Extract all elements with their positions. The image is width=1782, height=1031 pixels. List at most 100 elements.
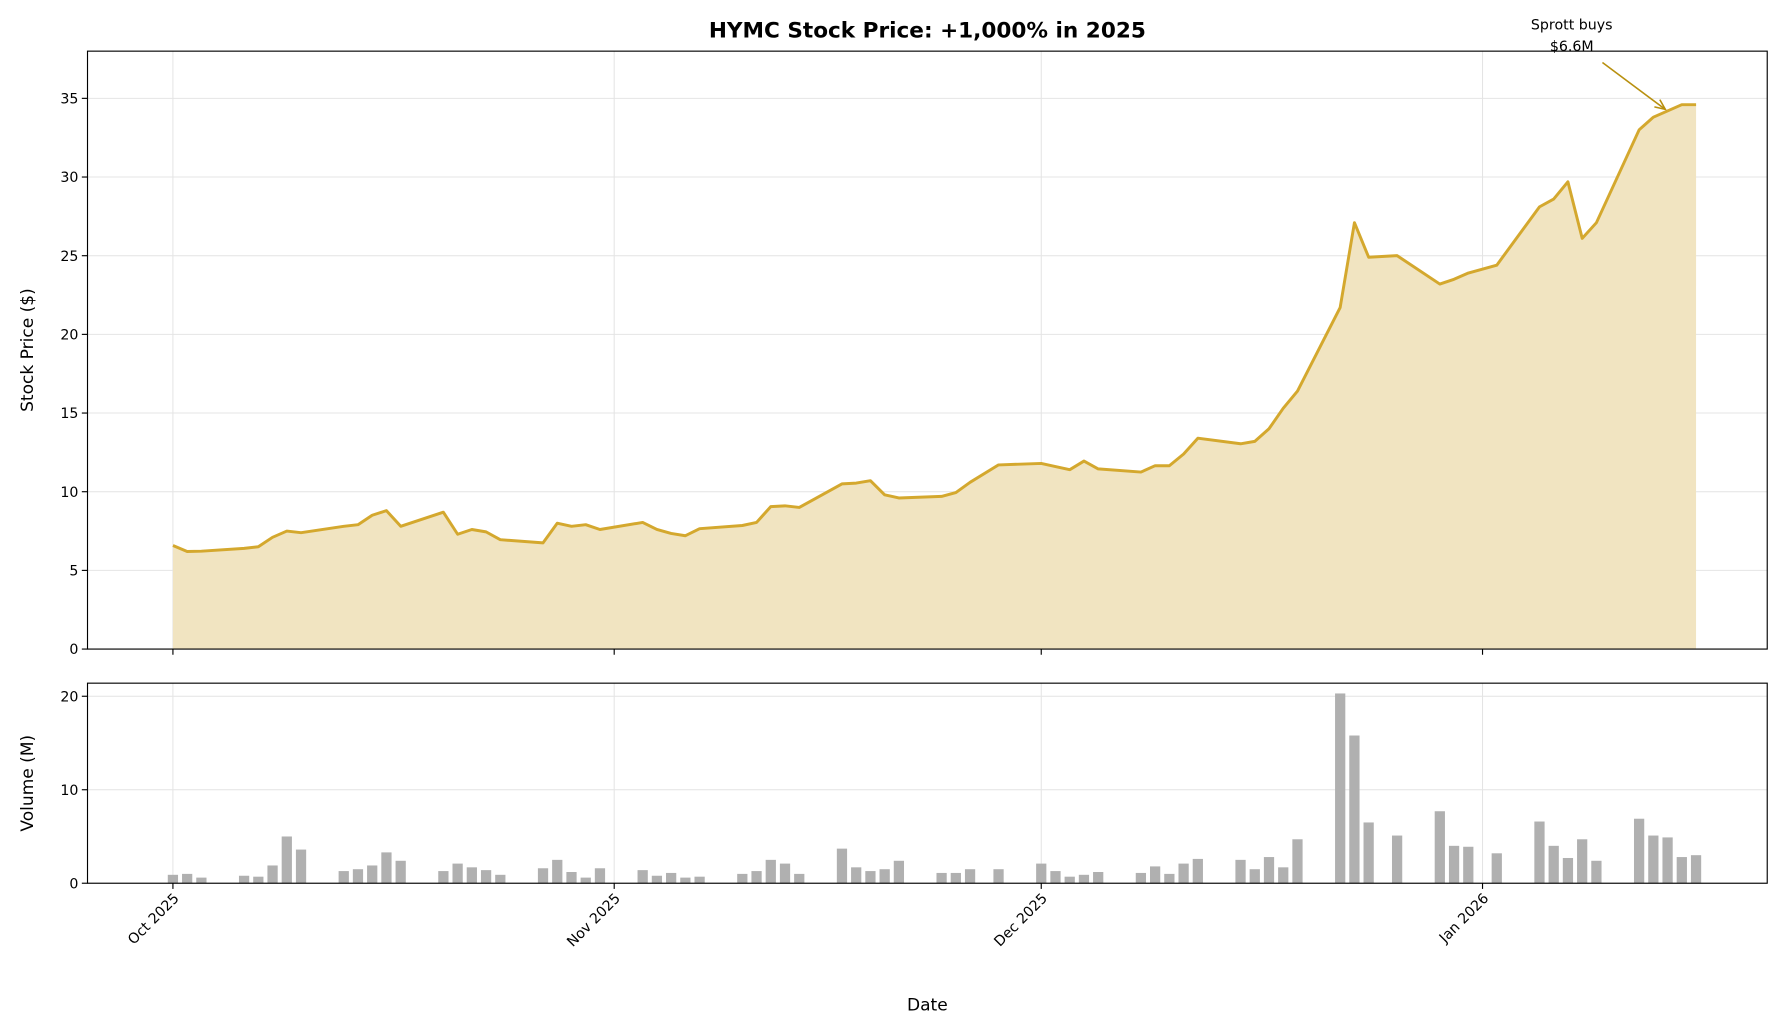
volume-bar — [1363, 822, 1374, 884]
price-y-label: Stock Price ($) — [18, 288, 38, 412]
volume-bar — [580, 877, 591, 884]
volume-bar — [466, 867, 477, 884]
volume-bar — [253, 876, 264, 884]
volume-bar — [281, 836, 292, 884]
volume-bar — [794, 873, 805, 884]
price-y-tick-label: 10 — [60, 485, 78, 501]
price-line — [172, 103, 1697, 554]
volume-bar — [1349, 735, 1360, 884]
volume-bar — [352, 869, 364, 884]
volume-bar — [765, 859, 776, 884]
price-y-tick-label: 30 — [60, 170, 78, 186]
volume-axes — [86, 682, 1768, 884]
volume-bar — [1064, 876, 1075, 884]
volume-bar — [495, 874, 506, 884]
volume-bar — [1335, 693, 1346, 884]
volume-bar — [779, 863, 791, 884]
volume-bar — [566, 872, 577, 884]
annotation: Sprott buys $6.6M — [1531, 18, 1667, 111]
volume-bar — [950, 872, 961, 884]
volume-bar — [1235, 859, 1246, 884]
volume-bar — [1434, 811, 1445, 884]
volume-y-tick-label: 20 — [60, 689, 78, 705]
volume-bar — [1150, 866, 1161, 884]
x-axis-label: Date — [907, 996, 948, 1016]
x-tick-label: Nov 2025 — [564, 891, 624, 951]
price-y-tick-label: 25 — [60, 249, 78, 265]
price-y-tick-label: 15 — [60, 406, 78, 422]
volume-bar — [1249, 869, 1260, 884]
volume-bar — [1448, 845, 1460, 884]
volume-bar — [1178, 863, 1189, 884]
volume-bar — [452, 863, 463, 884]
volume-bar — [1562, 857, 1574, 884]
volume-bar — [993, 869, 1004, 884]
volume-bar — [395, 860, 406, 884]
volume-bar — [338, 871, 349, 884]
x-tick-label: Jan 2026 — [1436, 891, 1492, 947]
annotation-line2: $6.6M — [1550, 39, 1594, 55]
volume-bar — [637, 870, 648, 884]
volume-bar — [182, 873, 193, 884]
volume-bar — [1078, 874, 1090, 884]
volume-bar — [1534, 821, 1545, 884]
volume-bar — [295, 849, 307, 884]
volume-bar — [737, 873, 748, 884]
x-tick-label: Dec 2025 — [991, 891, 1050, 950]
volume-bar — [836, 848, 848, 884]
volume-bar — [1036, 863, 1047, 884]
annotation-line1: Sprott buys — [1531, 18, 1613, 34]
volume-y-tick-label: 10 — [60, 783, 78, 799]
volume-bar — [1263, 857, 1275, 884]
annotation-arrow — [1601, 61, 1666, 111]
volume-bar — [367, 865, 378, 884]
price-y-tick-label: 35 — [60, 91, 78, 107]
volume-bar — [267, 865, 278, 884]
volume-bar — [893, 860, 905, 884]
annotation-arrowhead — [1654, 99, 1667, 111]
price-y-tick-label: 20 — [60, 327, 78, 343]
volume-bar — [1591, 860, 1602, 884]
volume-bar — [196, 877, 207, 884]
volume-bar — [1391, 835, 1403, 884]
volume-bar — [1093, 872, 1104, 884]
volume-bar — [480, 870, 492, 884]
volume-bar — [964, 869, 976, 884]
volume-bar — [1192, 858, 1203, 884]
volume-bar — [1690, 855, 1702, 884]
volume-bar — [1491, 853, 1502, 884]
volume-bar — [438, 871, 449, 884]
volume-bar — [694, 876, 705, 884]
volume-bar — [1164, 873, 1175, 884]
volume-bar — [381, 852, 392, 884]
volume-bar — [879, 869, 890, 884]
chart-title: HYMC Stock Price: +1,000% in 2025 — [709, 19, 1146, 44]
volume-bar — [1676, 857, 1687, 884]
volume-bar — [594, 868, 606, 884]
volume-bar — [936, 872, 947, 884]
volume-y-label: Volume (M) — [18, 735, 38, 832]
volume-bar — [1135, 872, 1147, 884]
volume-y-tick-label: 0 — [69, 876, 78, 892]
price-axes — [86, 50, 1768, 650]
volume-bar — [238, 875, 250, 884]
volume-bar — [1292, 839, 1303, 884]
price-area-fill — [172, 104, 1697, 650]
volume-bar — [680, 877, 691, 884]
volume-bar — [552, 859, 563, 884]
volume-bar — [666, 872, 677, 884]
volume-bar — [751, 871, 762, 884]
volume-bar — [167, 874, 179, 884]
volume-bar — [1577, 839, 1588, 884]
volume-bar — [1050, 871, 1061, 884]
volume-bar — [537, 868, 549, 884]
x-tick-label: Oct 2025 — [125, 891, 182, 948]
volume-bar — [865, 871, 876, 884]
volume-bar — [1648, 835, 1659, 884]
price-y-tick-label: 0 — [69, 642, 78, 658]
volume-bar — [851, 867, 862, 884]
volume-bar — [1278, 867, 1289, 884]
volume-bar — [1633, 818, 1645, 884]
volume-bar — [651, 875, 663, 884]
